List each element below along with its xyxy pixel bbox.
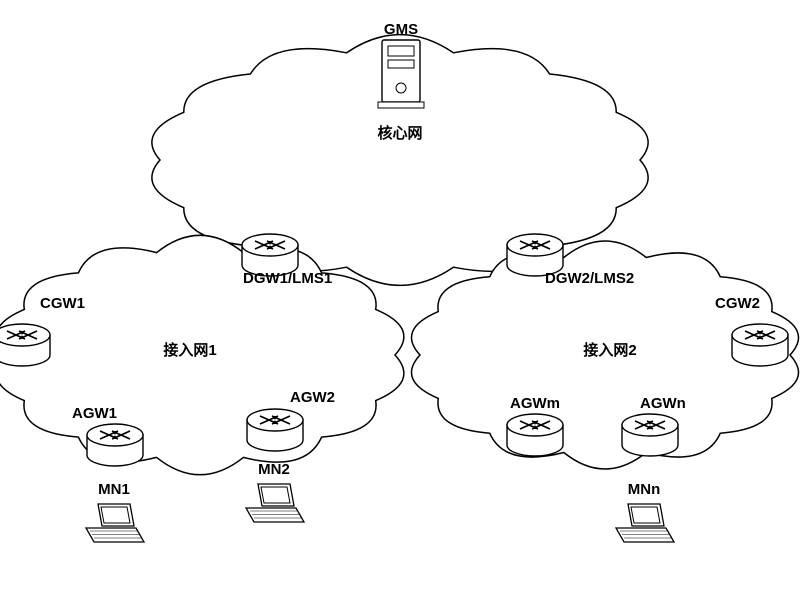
laptop-mnn bbox=[616, 504, 674, 542]
server-icon bbox=[378, 40, 424, 108]
label-agw1: AGW1 bbox=[72, 405, 117, 422]
label-cgw1: CGW1 bbox=[40, 295, 85, 312]
label-agwn: AGWn bbox=[640, 395, 686, 412]
laptop-mn2 bbox=[246, 484, 304, 522]
router-agw1 bbox=[87, 424, 143, 466]
label-dgw1: DGW1/LMS1 bbox=[243, 270, 332, 287]
router-cgw1 bbox=[0, 324, 50, 366]
label-agw2: AGW2 bbox=[290, 389, 335, 406]
label-mn2: MN2 bbox=[258, 461, 290, 478]
label-agwm: AGWm bbox=[510, 395, 560, 412]
label-cgw2: CGW2 bbox=[715, 295, 760, 312]
laptop-mn1 bbox=[86, 504, 144, 542]
router-agwm bbox=[507, 414, 563, 456]
label-gms: GMS bbox=[384, 21, 418, 38]
router-cgw2 bbox=[732, 324, 788, 366]
router-agw2 bbox=[247, 409, 303, 451]
router-agwn bbox=[622, 414, 678, 456]
label-mnn: MNn bbox=[628, 481, 661, 498]
label-an1: 接入网1 bbox=[163, 341, 216, 359]
label-dgw2: DGW2/LMS2 bbox=[545, 270, 634, 287]
label-core: 核心网 bbox=[377, 124, 422, 142]
label-mn1: MN1 bbox=[98, 481, 130, 498]
label-an2: 接入网2 bbox=[583, 341, 636, 359]
network-diagram: GMS 核心网 DGW1/LMS1 DGW2/LMS2 CGW1 CGW2 接入网1 接入网2… bbox=[0, 0, 800, 592]
